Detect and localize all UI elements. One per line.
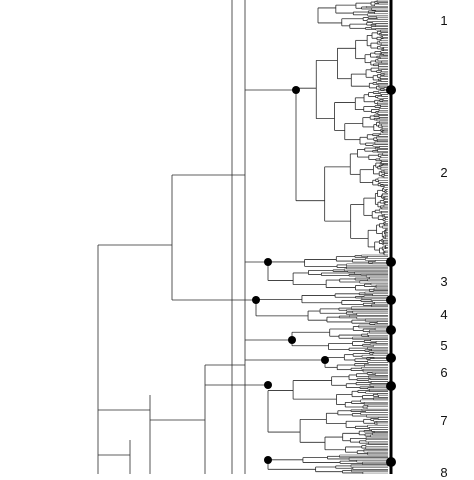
cluster-label-6: 6 (440, 365, 448, 380)
cluster-boundary-dot (386, 457, 396, 467)
tree-leaves (339, 0, 388, 474)
supported-node-dot (264, 381, 272, 389)
cluster-label-5: 5 (440, 338, 448, 353)
supported-node-dot (264, 258, 272, 266)
cluster-boundary-dot (386, 325, 396, 335)
supported-node-markers (252, 86, 329, 464)
cluster-boundary-dot (386, 85, 396, 95)
cluster-label-2: 2 (440, 165, 448, 180)
supported-node-dot (321, 356, 329, 364)
cluster-boundary-dot (386, 257, 396, 267)
tree-branches (97, 0, 387, 474)
cluster-boundary-dot (386, 295, 396, 305)
supported-node-dot (292, 86, 300, 94)
cluster-label-4: 4 (440, 307, 448, 322)
cluster-label-8: 8 (440, 465, 448, 480)
supported-node-dot (252, 296, 260, 304)
cluster-boundary-markers (386, 85, 396, 467)
cluster-label-1: 1 (440, 13, 448, 28)
supported-node-dot (264, 456, 272, 464)
cluster-label-3: 3 (440, 274, 448, 289)
supported-node-dot (288, 336, 296, 344)
cluster-boundary-dot (386, 353, 396, 363)
cluster-boundary-dot (386, 381, 396, 391)
cluster-label-7: 7 (440, 413, 448, 428)
